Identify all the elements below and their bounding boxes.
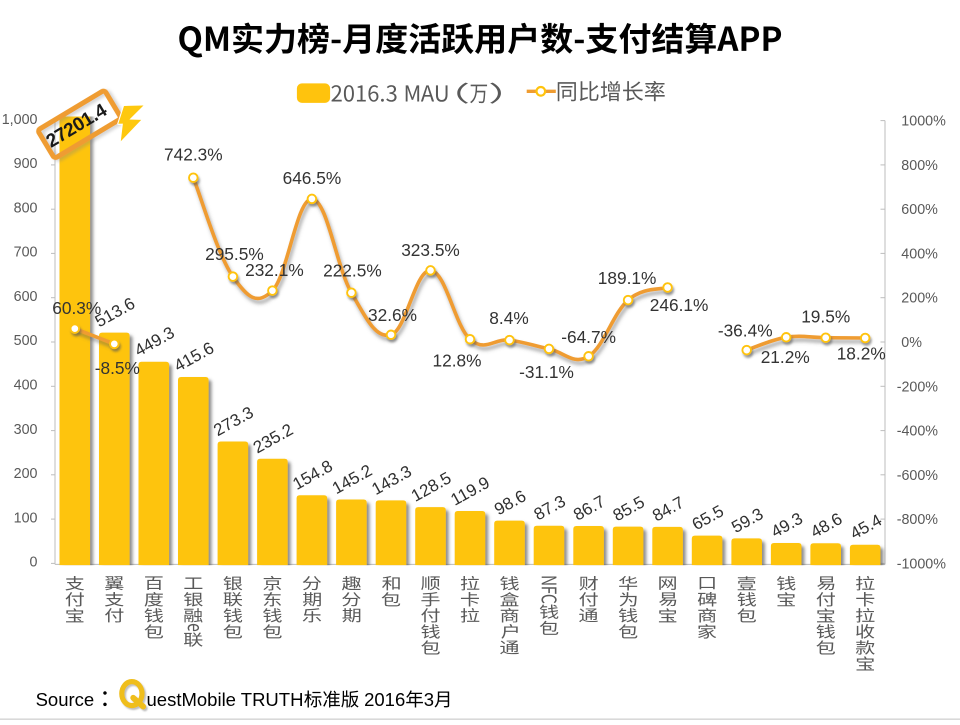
svg-text:500: 500 [14, 333, 38, 349]
svg-text:400: 400 [14, 378, 38, 394]
svg-text:-8.5%: -8.5% [95, 358, 140, 378]
svg-text:800: 800 [14, 200, 38, 216]
svg-text:222.5%: 222.5% [323, 261, 382, 281]
svg-text:0%: 0% [901, 335, 922, 351]
svg-text:646.5%: 646.5% [283, 168, 342, 188]
svg-text:12.8%: 12.8% [432, 351, 481, 371]
svg-text:2016: 2016 [364, 689, 405, 710]
svg-text:21.2%: 21.2% [761, 347, 810, 367]
svg-text:1,000: 1,000 [2, 112, 38, 128]
svg-text:-200%: -200% [897, 379, 939, 395]
svg-text:-600%: -600% [897, 468, 939, 484]
svg-text:189.1%: 189.1% [598, 268, 657, 288]
svg-text:-400%: -400% [897, 424, 939, 440]
svg-text:Source: Source [36, 689, 95, 710]
svg-text:295.5%: 295.5% [205, 244, 264, 264]
svg-text:300: 300 [14, 422, 38, 438]
svg-text:232.1%: 232.1% [245, 260, 304, 280]
svg-text:800%: 800% [901, 158, 938, 174]
svg-text:-64.7%: -64.7% [561, 327, 616, 347]
svg-text:700: 700 [14, 245, 38, 261]
svg-text:8.4%: 8.4% [489, 308, 528, 328]
svg-text:-1000%: -1000% [897, 556, 947, 572]
svg-text:1000%: 1000% [901, 114, 946, 130]
svg-text:100: 100 [14, 510, 38, 526]
svg-text:900: 900 [14, 156, 38, 172]
svg-text:-36.4%: -36.4% [718, 321, 773, 341]
svg-text:323.5%: 323.5% [401, 240, 460, 260]
svg-text:600: 600 [14, 289, 38, 305]
svg-text:18.2%: 18.2% [837, 344, 886, 364]
svg-text:600%: 600% [901, 202, 938, 218]
svg-text:3: 3 [424, 689, 434, 710]
svg-text:200%: 200% [901, 291, 938, 307]
svg-text:400%: 400% [901, 246, 938, 262]
svg-text:-800%: -800% [897, 512, 939, 528]
svg-text:19.5%: 19.5% [801, 307, 850, 327]
svg-text:200: 200 [14, 466, 38, 482]
svg-text:60.3%: 60.3% [52, 298, 101, 318]
svg-text:32.6%: 32.6% [368, 305, 417, 325]
svg-text:0: 0 [30, 555, 38, 571]
svg-text:742.3%: 742.3% [164, 145, 223, 165]
svg-text:uestMobile TRUTH: uestMobile TRUTH [147, 689, 304, 710]
svg-text:246.1%: 246.1% [650, 295, 709, 315]
svg-text:-31.1%: -31.1% [519, 362, 574, 382]
